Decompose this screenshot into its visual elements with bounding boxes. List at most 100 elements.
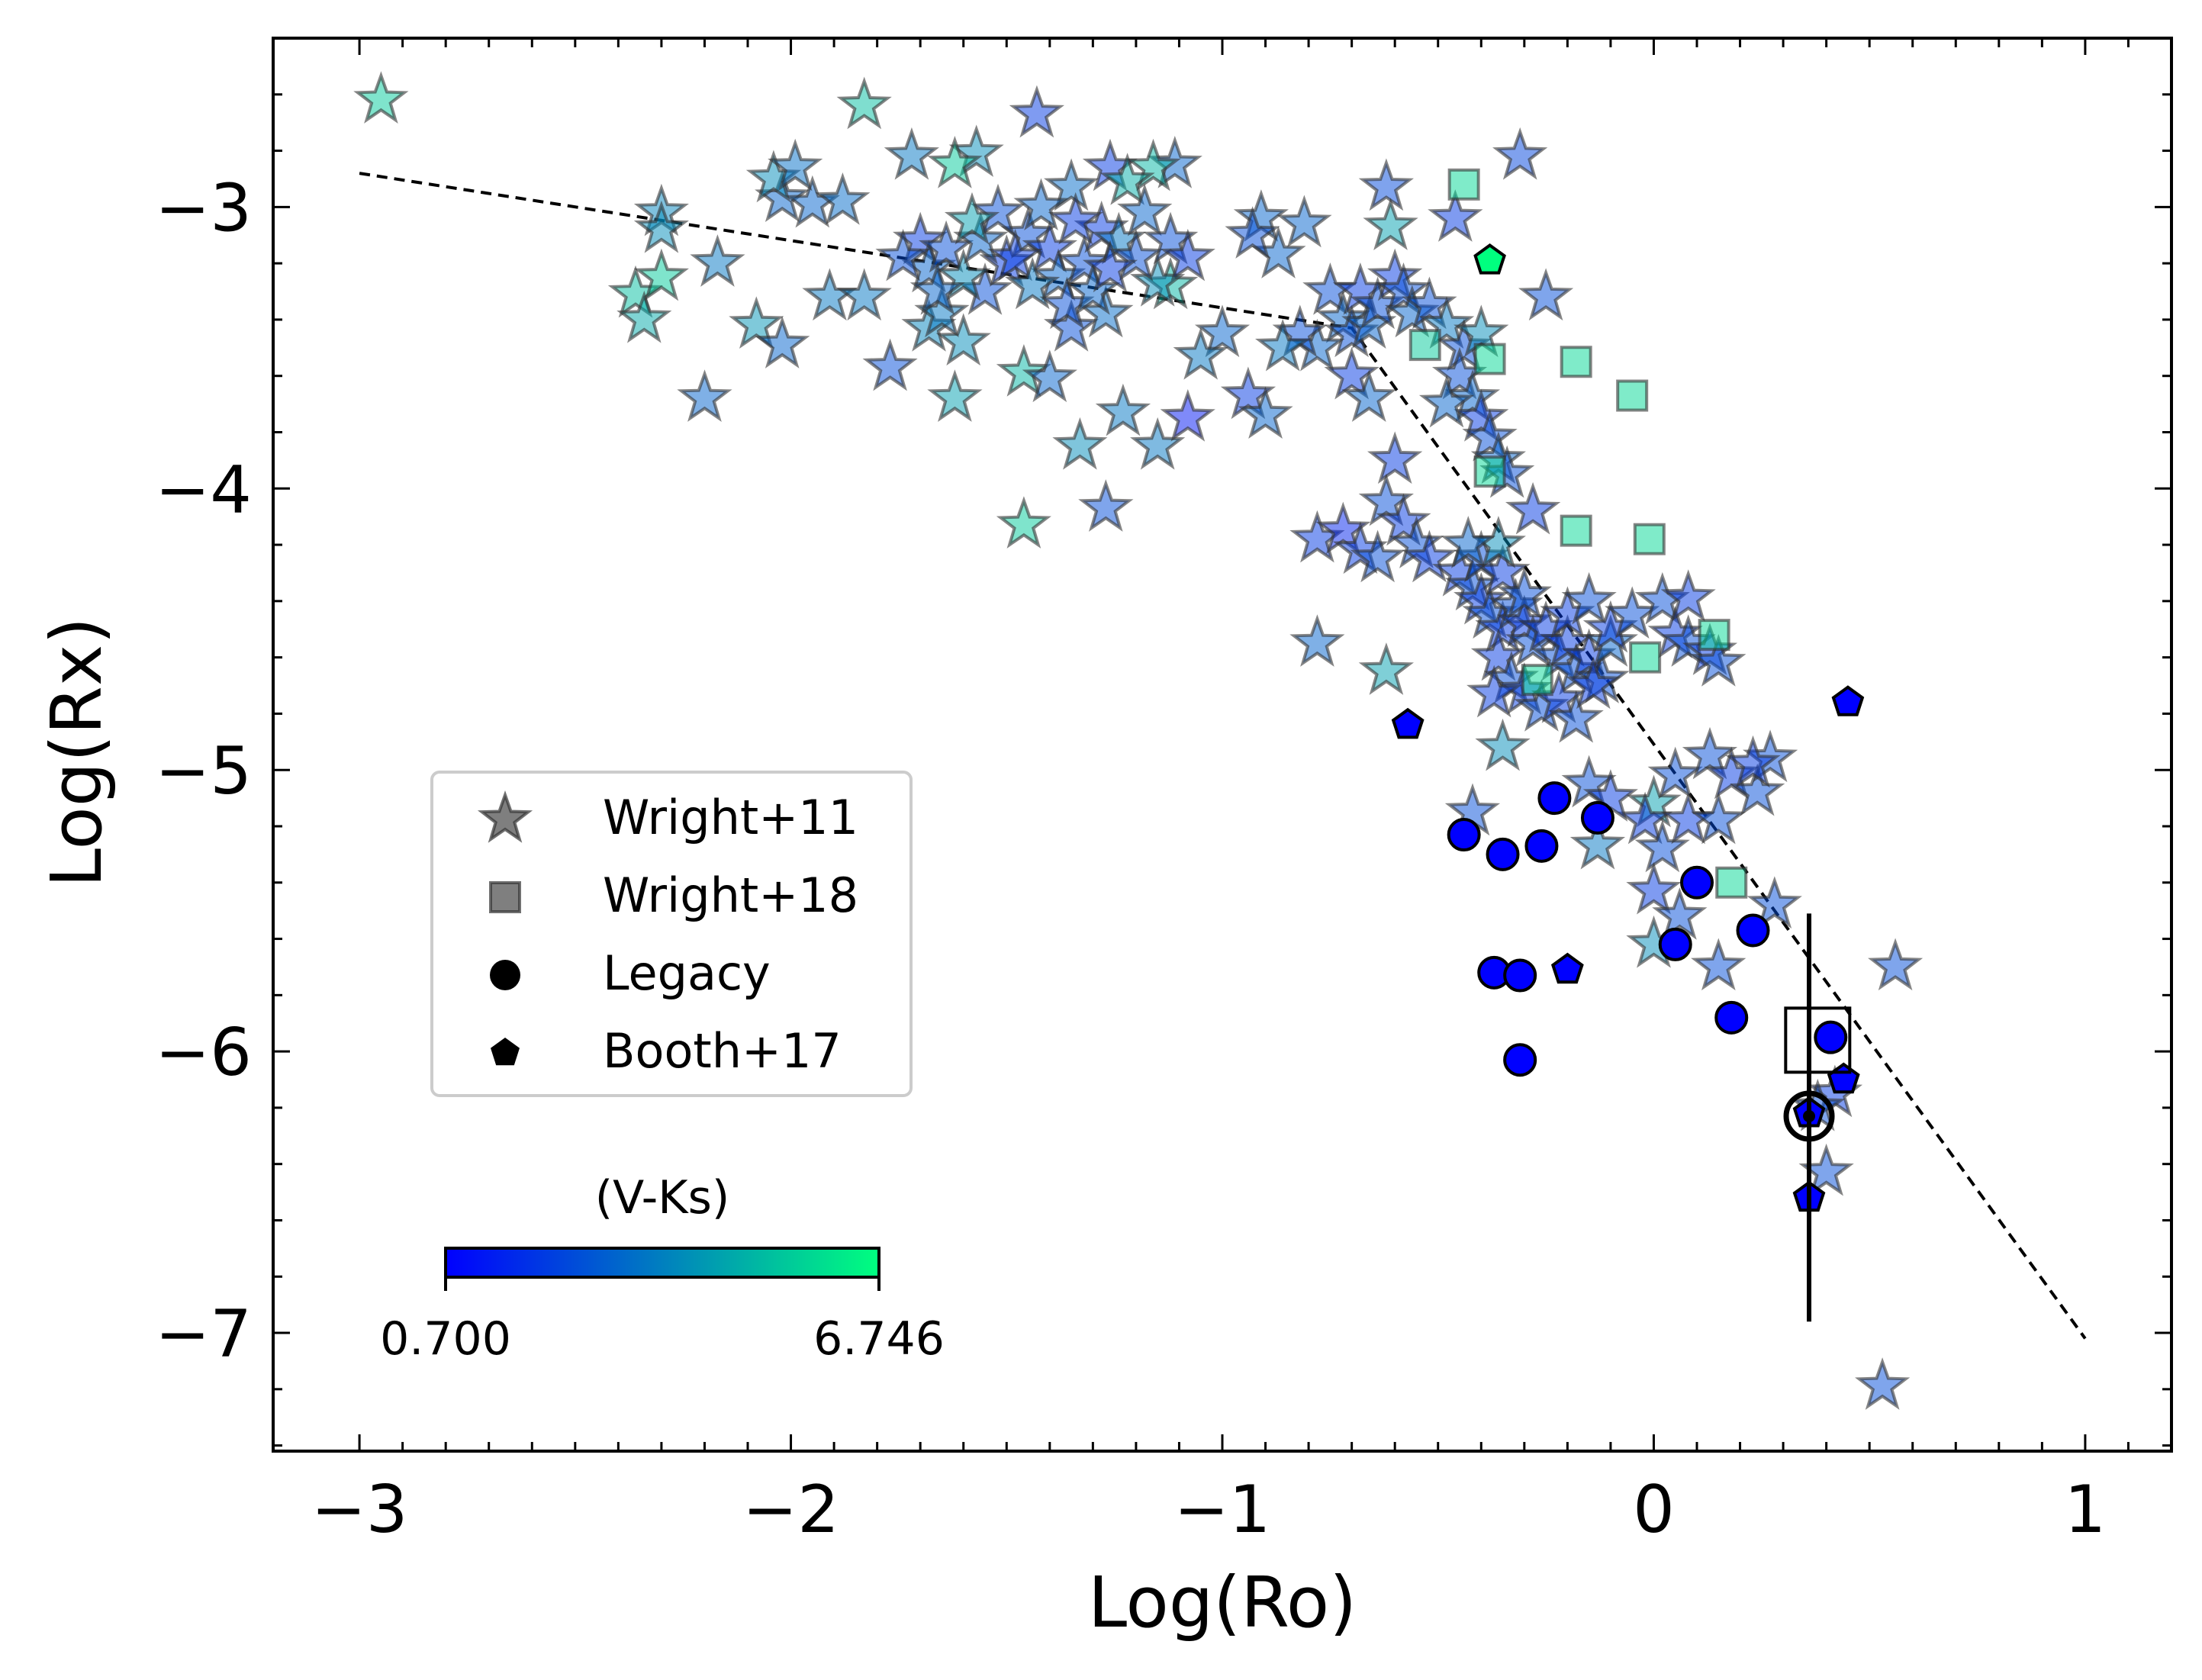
- wright11-point: [1691, 634, 1746, 687]
- legacy-point: [1680, 865, 1714, 900]
- wright11-point: [944, 191, 1000, 245]
- wright11-point: [1634, 819, 1690, 873]
- wright18-point: [1629, 641, 1662, 674]
- wright11-point: [1746, 876, 1802, 929]
- wright11-point: [1022, 220, 1077, 273]
- wright18-point: [1473, 455, 1506, 488]
- wright11-point: [677, 369, 732, 422]
- wright11-point: [1276, 195, 1332, 248]
- legacy-point: [1736, 913, 1770, 948]
- wright11-point: [927, 369, 983, 422]
- wright11-point: [1009, 85, 1064, 138]
- wright11-point: [1868, 938, 1924, 991]
- wright11-point: [1376, 493, 1431, 546]
- wright11-point: [1095, 383, 1151, 436]
- wright11-point: [1324, 346, 1379, 400]
- wright11-point: [909, 262, 965, 315]
- wright11-point: [1466, 665, 1522, 718]
- series-legacy: [1447, 781, 1848, 1077]
- wright11-point: [1475, 718, 1531, 771]
- wright11-point: [1255, 318, 1311, 372]
- wright11-point: [1418, 375, 1475, 428]
- legend-label-booth17: Booth+17: [603, 1023, 842, 1079]
- legacy-point: [1447, 818, 1481, 852]
- legend-marker-circle: [490, 960, 520, 990]
- wright11-point: [1428, 189, 1483, 242]
- x-axis-label: Log(Ro): [1088, 1562, 1357, 1643]
- y-tick-labels: −3 −4 −5 −6 −7: [155, 170, 252, 1373]
- wright11-point: [1238, 386, 1293, 439]
- wright11-point: [1160, 389, 1215, 442]
- wright11-point: [1048, 191, 1103, 245]
- wright11-point: [729, 296, 784, 349]
- wright11-point: [1566, 656, 1621, 710]
- wright11-point: [1418, 296, 1475, 349]
- wright11-point: [1605, 586, 1660, 639]
- wright11-point: [1492, 127, 1548, 180]
- wright11-point: [1367, 431, 1423, 484]
- wright11-point: [970, 183, 1026, 237]
- booth17-point: [1550, 952, 1584, 984]
- wright18-point: [1715, 866, 1748, 899]
- colorbar: (V-Ks) 0.700 6.746: [380, 1171, 945, 1366]
- wright11-point: [919, 220, 974, 273]
- wright18-point: [1698, 619, 1730, 652]
- legend-marker-pentagon: [491, 1038, 520, 1066]
- colorbar-gradient: [444, 1247, 880, 1279]
- wright11-point: [1117, 183, 1173, 237]
- wright11-point: [927, 136, 983, 188]
- wright11-point: [996, 496, 1051, 549]
- wright18-point: [1560, 346, 1592, 378]
- wright18-point: [1616, 379, 1649, 412]
- wright11-point: [987, 228, 1043, 282]
- wright11-point: [1289, 614, 1345, 667]
- wright11-point: [862, 338, 918, 391]
- series-wright11: [353, 71, 1924, 1410]
- wright11-point: [1350, 529, 1405, 583]
- series-wright18: [1408, 168, 1748, 899]
- wright11-point: [1194, 304, 1251, 358]
- wright11-point: [1725, 735, 1781, 788]
- wright18-point: [1560, 514, 1592, 547]
- wright11-point: [755, 316, 810, 369]
- legacy-point: [1714, 1000, 1749, 1035]
- wright11-point: [1358, 642, 1414, 695]
- wright11-point: [1462, 408, 1518, 462]
- wright11-point: [935, 248, 991, 301]
- series-booth17: [1391, 243, 1865, 1212]
- wright11-point: [1561, 571, 1617, 625]
- wright11-point: [1044, 158, 1099, 211]
- wright11-point: [1626, 861, 1682, 915]
- wright11-point: [1402, 529, 1457, 583]
- legacy-point: [1503, 1043, 1537, 1077]
- wright11-point: [633, 248, 689, 301]
- legacy-point: [1524, 829, 1559, 863]
- y-tick-label: −4: [155, 452, 252, 528]
- x-tick-label: 0: [1633, 1472, 1675, 1548]
- wright11-point: [1225, 206, 1280, 259]
- legacy-point: [1814, 1020, 1848, 1054]
- legend-label-wright11: Wright+11: [603, 790, 858, 845]
- wright11-point: [1855, 1357, 1911, 1410]
- wright11-point: [884, 127, 939, 180]
- legacy-point: [1486, 837, 1520, 871]
- y-tick-label: −6: [155, 1015, 252, 1091]
- wright11-point: [768, 138, 823, 191]
- wright11-point: [616, 290, 672, 343]
- colorbar-max-label: 6.746: [813, 1312, 945, 1366]
- wright11-point: [1160, 228, 1215, 282]
- wright11-point: [1454, 389, 1509, 442]
- wright11-point: [1173, 327, 1228, 380]
- plot-frame: [272, 37, 2173, 1453]
- open-square-marker: [1784, 1006, 1852, 1074]
- legacy-point: [1658, 927, 1692, 961]
- wright11-point: [1341, 369, 1397, 422]
- wright11-point: [1108, 228, 1164, 282]
- legend-label-legacy: Legacy: [603, 945, 771, 1001]
- wright11-point: [1647, 746, 1703, 800]
- wright11-point: [1099, 153, 1155, 205]
- wright11-point: [1682, 726, 1738, 780]
- y-tick-label: −7: [155, 1296, 252, 1373]
- legend-marker-square: [489, 881, 521, 913]
